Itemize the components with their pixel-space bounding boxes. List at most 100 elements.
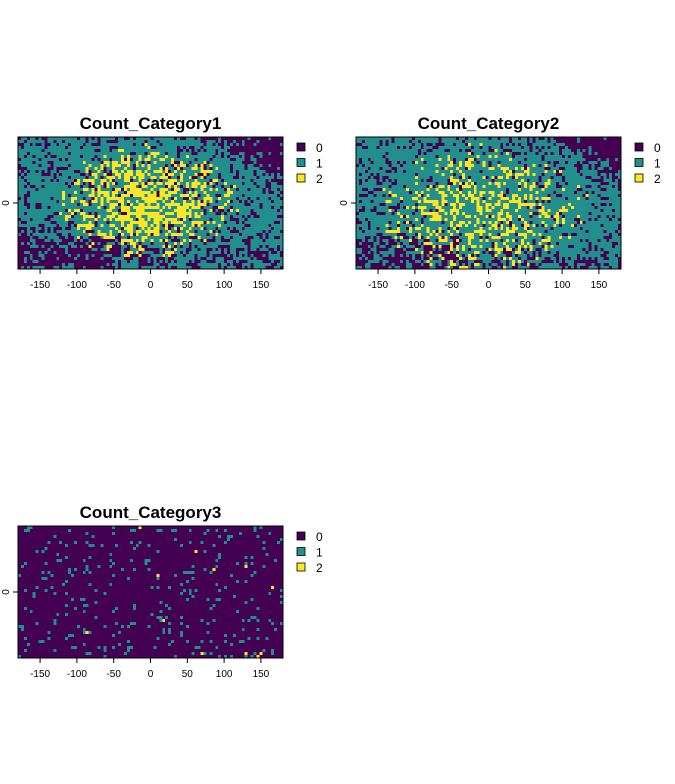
- heatmap-cell: [359, 152, 362, 155]
- heatmap-cell: [592, 140, 595, 143]
- heatmap-cell: [62, 206, 65, 209]
- heatmap-cell: [450, 164, 453, 167]
- heatmap-cell: [206, 251, 209, 254]
- heatmap-cell: [198, 194, 201, 197]
- heatmap-cell: [159, 200, 162, 203]
- heatmap-cell: [430, 167, 433, 170]
- heatmap-cell: [489, 158, 492, 161]
- heatmap-cell: [265, 179, 268, 182]
- heatmap-cell: [33, 263, 36, 266]
- heatmap-cell: [165, 164, 168, 167]
- heatmap-cell: [385, 158, 388, 161]
- heatmap-cell: [159, 254, 162, 257]
- heatmap-cell: [262, 224, 265, 227]
- heatmap-cell: [206, 191, 209, 194]
- heatmap-cell: [189, 257, 192, 260]
- heatmap-cell: [586, 152, 589, 155]
- heatmap-cell: [86, 215, 89, 218]
- heatmap-cell: [198, 257, 201, 260]
- heatmap-cell: [59, 245, 62, 248]
- heatmap-cell: [257, 248, 260, 251]
- heatmap-cell: [136, 185, 139, 188]
- heatmap-cell: [186, 254, 189, 257]
- heatmap-cell: [195, 230, 198, 233]
- heatmap-cell: [50, 179, 53, 182]
- heatmap-cell: [98, 254, 101, 257]
- heatmap-cell: [271, 239, 274, 242]
- heatmap-cell: [168, 230, 171, 233]
- heatmap-cell: [277, 149, 280, 152]
- heatmap-cell: [265, 251, 268, 254]
- heatmap-cell: [36, 254, 39, 257]
- heatmap-cell: [550, 152, 553, 155]
- heatmap-cell: [589, 167, 592, 170]
- heatmap-cell: [183, 251, 186, 254]
- heatmap-cell: [227, 200, 230, 203]
- heatmap-cell: [206, 182, 209, 185]
- heatmap-cell: [68, 233, 71, 236]
- heatmap-cell: [553, 149, 556, 152]
- heatmap-cell: [171, 242, 174, 245]
- heatmap-cell: [118, 245, 121, 248]
- heatmap-cell: [156, 179, 159, 182]
- heatmap-cell: [524, 149, 527, 152]
- heatmap-cell: [174, 164, 177, 167]
- heatmap-cell: [151, 143, 154, 146]
- heatmap-cell: [265, 185, 268, 188]
- heatmap-cell: [412, 149, 415, 152]
- heatmap-cell: [47, 245, 50, 248]
- heatmap-cell: [33, 260, 36, 263]
- heatmap-cell: [24, 215, 27, 218]
- heatmap-cell: [245, 248, 248, 251]
- heatmap-cell: [151, 230, 154, 233]
- heatmap-cell: [124, 233, 127, 236]
- heatmap-cell: [277, 179, 280, 182]
- heatmap-cell: [218, 176, 221, 179]
- heatmap-cell: [133, 161, 136, 164]
- heatmap-cell: [74, 248, 77, 251]
- heatmap-cell: [491, 152, 494, 155]
- heatmap-cell: [118, 248, 121, 251]
- heatmap-cell: [227, 242, 230, 245]
- heatmap-cell: [103, 188, 106, 191]
- heatmap-cell: [409, 161, 412, 164]
- heatmap-cell: [254, 212, 257, 215]
- heatmap-cell: [186, 197, 189, 200]
- heatmap-cell: [189, 143, 192, 146]
- heatmap-cell: [74, 224, 77, 227]
- heatmap-cell: [153, 158, 156, 161]
- heatmap-cell: [145, 242, 148, 245]
- heatmap-cell: [186, 191, 189, 194]
- heatmap-cell: [127, 254, 130, 257]
- heatmap-cell: [168, 209, 171, 212]
- heatmap-cell: [53, 227, 56, 230]
- heatmap-cell: [45, 191, 48, 194]
- heatmap-cell: [400, 161, 403, 164]
- heatmap-cell: [409, 149, 412, 152]
- heatmap-cell: [142, 143, 145, 146]
- heatmap-cell: [530, 161, 533, 164]
- heatmap-cell: [259, 137, 262, 140]
- heatmap-cell: [233, 263, 236, 266]
- heatmap-cell: [153, 236, 156, 239]
- heatmap-cell: [124, 146, 127, 149]
- heatmap-cell: [106, 206, 109, 209]
- heatmap-cell: [421, 158, 424, 161]
- heatmap-cell: [206, 149, 209, 152]
- heatmap-cell: [112, 263, 115, 266]
- heatmap-cell: [262, 203, 265, 206]
- heatmap-cell: [271, 263, 274, 266]
- heatmap-cell: [374, 146, 377, 149]
- heatmap-cell: [50, 137, 53, 140]
- heatmap-cell: [447, 143, 450, 146]
- heatmap-cell: [465, 152, 468, 155]
- heatmap-cell: [168, 167, 171, 170]
- heatmap-cell: [465, 146, 468, 149]
- heatmap-cell: [121, 260, 124, 263]
- heatmap-cell: [148, 218, 151, 221]
- heatmap-cell: [609, 146, 612, 149]
- heatmap-cell: [212, 236, 215, 239]
- heatmap-cell: [383, 170, 386, 173]
- heatmap-cell: [153, 188, 156, 191]
- heatmap-cell: [533, 137, 536, 140]
